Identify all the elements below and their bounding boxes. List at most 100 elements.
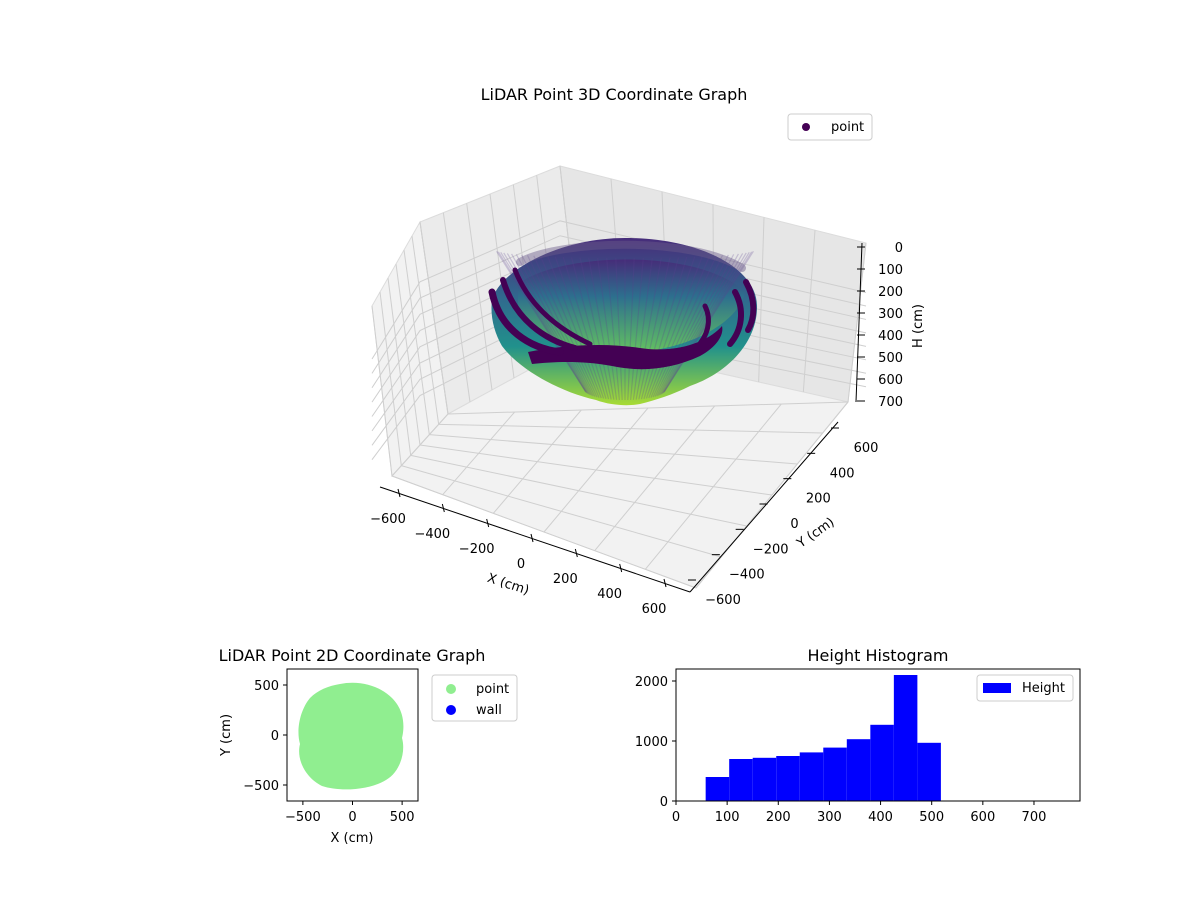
- plot3d-point-column: [579, 257, 612, 400]
- plot3d-floor-gridline: [391, 475, 697, 589]
- plot3d-y-tick-label: −600: [705, 593, 741, 608]
- plot3d-point-column: [570, 257, 610, 400]
- plot3d-x-tick-label: −600: [370, 512, 406, 527]
- plot2d-y-tick-label: 500: [254, 679, 279, 694]
- plot3d-point-column: [657, 254, 735, 396]
- plot3d-floor-gridline: [429, 434, 798, 465]
- plot2d-y-tick-label: −500: [243, 779, 279, 794]
- plot3d-point-column: [632, 257, 653, 400]
- plot3d-z-tick-label: 700: [878, 395, 903, 410]
- plot3d-title: LiDAR Point 3D Coordinate Graph: [481, 85, 748, 104]
- histogram-y-tick-label: 2000: [635, 675, 668, 690]
- plot3d-bowl-front-rim: [528, 326, 723, 370]
- plot2d-ylabel: Y (cm): [219, 714, 234, 757]
- plot3d-point-column: [588, 257, 615, 400]
- histogram-x-tick-label: 400: [868, 810, 893, 825]
- plot3d-legend-label: point: [831, 120, 864, 135]
- histogram-bars: [705, 675, 941, 801]
- plot3d-x-tick-label: −400: [414, 527, 450, 542]
- plot3d-pane-gridline: [379, 291, 402, 466]
- plot2d: LiDAR Point 2D Coordinate Graph −500 0 500…: [219, 646, 518, 846]
- plot3d-bowl-arc: [693, 303, 711, 351]
- histogram-bar: [870, 724, 894, 801]
- plot3d-x-tick-label: 400: [597, 587, 622, 602]
- plot3d-point-column: [615, 257, 623, 401]
- plot3d-point-column: [496, 250, 586, 392]
- plot3d-x-tick-label: 200: [553, 572, 578, 587]
- plot3d-point-column: [648, 256, 703, 399]
- plot3d-point-column: [645, 256, 696, 399]
- plot2d-x-tick-label: 500: [390, 810, 415, 825]
- histogram-x-tick-label: 100: [715, 810, 740, 825]
- plot3d-pane-gridline: [466, 203, 493, 391]
- plot3d-stripes: [496, 250, 754, 401]
- plot3d-z-tick-label: 600: [878, 373, 903, 388]
- histogram-bar: [776, 756, 800, 801]
- plot3d-legend-box: [787, 113, 873, 141]
- plot3d-pane-gridline: [442, 212, 471, 403]
- plot3d-bowl-arc: [488, 288, 564, 356]
- plot3d-ylabel: Y (cm): [794, 515, 838, 552]
- plot3d-bowl-arc: [500, 277, 578, 351]
- histogram-y-tick-label: 1000: [635, 735, 668, 750]
- plot3d-point-column: [660, 253, 744, 395]
- plot3d-point-column: [511, 253, 591, 396]
- plot2d-legend-marker-point: [446, 684, 456, 694]
- plot3d-x-tick-label: −200: [459, 542, 495, 557]
- plot3d-floor-gridline: [438, 423, 823, 434]
- plot3d-point-column: [547, 256, 602, 399]
- plot3d-x-tick: [441, 503, 445, 513]
- plot3d-y-tick-label: 600: [854, 441, 879, 456]
- plot3d-pane-gridline: [419, 221, 449, 415]
- histogram: Height Histogram 0 100 200 300 400 500 600 7000…: [635, 646, 1081, 825]
- plot3d-point-column: [506, 253, 590, 395]
- plot3d-point-column: [654, 255, 724, 397]
- plot2d-y-tick-label: 0: [271, 729, 279, 744]
- plot3d-x-tick: [486, 518, 490, 528]
- histogram-legend-swatch: [983, 683, 1011, 693]
- plot2d-legend-label-wall: wall: [476, 703, 502, 718]
- plot2d-legend: point wall: [431, 674, 518, 722]
- plot3d-x-tick: [619, 563, 623, 573]
- plot3d-point-column: [554, 256, 605, 399]
- plot3d-point-column: [643, 256, 688, 399]
- plot3d-bowl-arc: [512, 267, 593, 347]
- plot3d-point-column: [606, 257, 620, 400]
- histogram-y-tick-label: 0: [660, 795, 668, 810]
- plot3d-ticks: −600−400−2000200400600−600−400−200020040…: [370, 241, 903, 617]
- plot3d-point-column: [638, 257, 671, 400]
- plot3d-point-column: [661, 252, 747, 394]
- plot2d-xlabel: X (cm): [331, 831, 374, 846]
- plot3d-point-column: [497, 251, 587, 393]
- plot3d-x-axis: [379, 486, 691, 593]
- plot3d-grid: [371, 165, 867, 589]
- plot3d-point-column: [635, 257, 662, 400]
- plot3d-floor-gridline: [401, 465, 722, 558]
- plot2d-ticks: −500 0 500 500 0 −500: [243, 679, 414, 825]
- histogram-x-tick-label: 200: [766, 810, 791, 825]
- histogram-x-tick-label: 600: [970, 810, 995, 825]
- plot3d-point-column: [659, 253, 739, 396]
- plot3d-y-tick-label: −200: [753, 542, 789, 557]
- plot3d-z-tick-label: 300: [878, 307, 903, 322]
- plot3d-pane-gridline: [387, 277, 412, 456]
- histogram-bar: [752, 757, 777, 801]
- plot3d-x-tick: [397, 488, 401, 498]
- histogram-x-tick-label: 500: [919, 810, 944, 825]
- histogram-bar: [705, 777, 730, 801]
- plot3d-x-tick-label: 600: [642, 602, 667, 617]
- plot3d-bowl-back-rim: [516, 240, 746, 272]
- plot3d-pane-gridline: [802, 230, 816, 393]
- plot3d-z-tick-label: 500: [878, 351, 903, 366]
- histogram-bar: [846, 739, 871, 801]
- plot3d-point-column: [540, 255, 600, 398]
- histogram-x-tick-label: 700: [1022, 810, 1047, 825]
- plot3d-legend: point: [787, 113, 873, 141]
- histogram-legend-box: [976, 674, 1074, 702]
- plot2d-x-tick-label: 0: [348, 810, 356, 825]
- plot3d-floor-gridline: [419, 444, 773, 496]
- plot3d-bowl-inner: [518, 259, 745, 353]
- histogram-bar: [917, 742, 941, 801]
- plot3d-point-column: [562, 256, 607, 399]
